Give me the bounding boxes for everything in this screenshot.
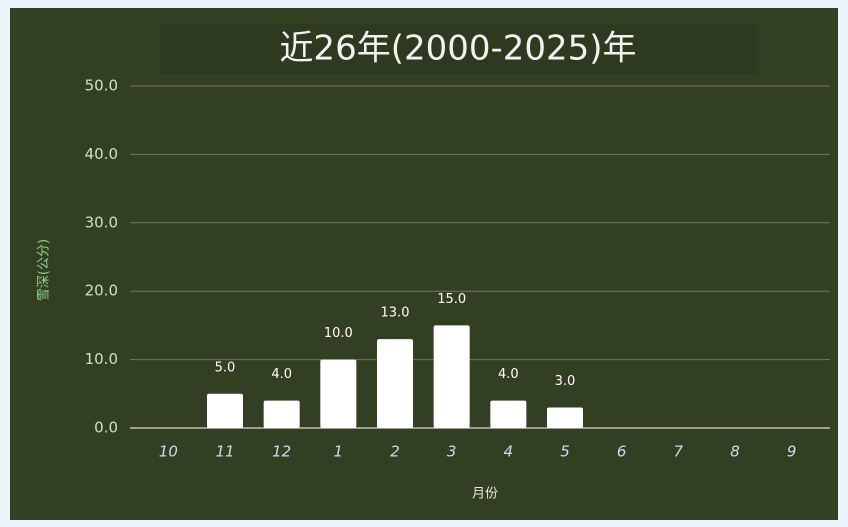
bar [490,400,527,428]
x-axis-title: 月份 [472,487,498,502]
bar [320,359,357,428]
x-tick-label: 12 [272,443,291,461]
x-tick-label: 2 [390,443,400,461]
value-label: 4.0 [498,367,519,382]
bar [433,325,470,428]
x-tick-label: 1 [334,443,344,461]
y-tick-label: 20.0 [85,282,118,300]
value-label: 5.0 [215,360,236,375]
chart-title: 近26年(2000-2025)年 [279,29,636,69]
x-tick-label: 6 [617,443,627,461]
bar [263,400,300,428]
x-tick-label: 3 [447,443,457,461]
bar [547,407,583,428]
x-tick-label: 7 [674,443,684,461]
y-tick-label: 40.0 [85,145,118,163]
value-label: 13.0 [381,306,410,321]
x-tick-label: 5 [560,443,570,461]
bar [377,339,413,428]
y-tick-label: 30.0 [85,213,118,231]
x-tick-label: 11 [215,443,234,461]
y-tick-label: 10.0 [85,350,118,368]
x-tick-label: 9 [787,443,797,461]
y-tick-label: 0.0 [94,419,118,437]
bar [207,393,243,428]
value-label: 10.0 [324,326,353,341]
y-axis-title: 雪深(公分) [37,239,52,301]
value-label: 15.0 [437,292,466,307]
x-tick-label: 10 [159,443,178,461]
x-tick-label: 4 [504,443,514,461]
chart-background [10,8,838,520]
value-label: 3.0 [555,374,576,389]
y-tick-label: 50.0 [85,77,118,95]
value-label: 4.0 [271,367,292,382]
title-band [160,24,757,74]
x-tick-label: 8 [730,443,740,461]
